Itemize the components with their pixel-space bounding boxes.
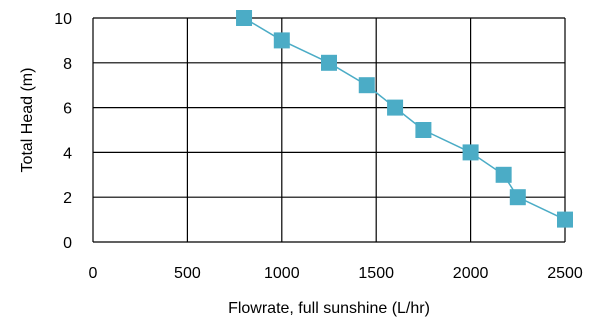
data-point-marker: [415, 122, 432, 138]
data-point-marker: [495, 166, 512, 183]
data-point-marker: [557, 211, 573, 228]
data-series: [236, 10, 573, 228]
data-point-marker: [236, 10, 253, 26]
x-tick-label: 1000: [264, 265, 300, 282]
data-point-marker: [321, 54, 337, 71]
y-tick-label: 2: [63, 190, 72, 207]
series-line: [243, 17, 566, 221]
x-tick-label: 500: [174, 265, 201, 282]
y-tick-label: 10: [54, 11, 72, 28]
data-point-marker: [509, 189, 526, 206]
y-tick-label: 4: [63, 145, 72, 162]
x-tick-label: 2000: [453, 265, 489, 282]
y-axis-title: Total Head (m): [19, 68, 36, 173]
y-tick-label: 6: [63, 101, 72, 118]
data-point-marker: [358, 77, 375, 94]
gridlines: [92, 17, 566, 243]
x-tick-label: 2500: [547, 265, 583, 282]
x-tick-labels: 0 500 1000 1500 2000 2500: [89, 265, 583, 282]
y-tick-labels: 0 2 4 6 8 10: [54, 11, 72, 252]
x-axis-title: Flowrate, full sunshine (L/hr): [228, 300, 430, 317]
x-tick-label: 1500: [358, 265, 394, 282]
y-tick-label: 8: [63, 56, 72, 73]
x-tick-label: 0: [89, 265, 98, 282]
data-point-marker: [462, 144, 479, 161]
data-point-marker: [273, 32, 290, 49]
data-point-marker: [387, 99, 404, 116]
y-tick-label: 0: [63, 235, 72, 252]
